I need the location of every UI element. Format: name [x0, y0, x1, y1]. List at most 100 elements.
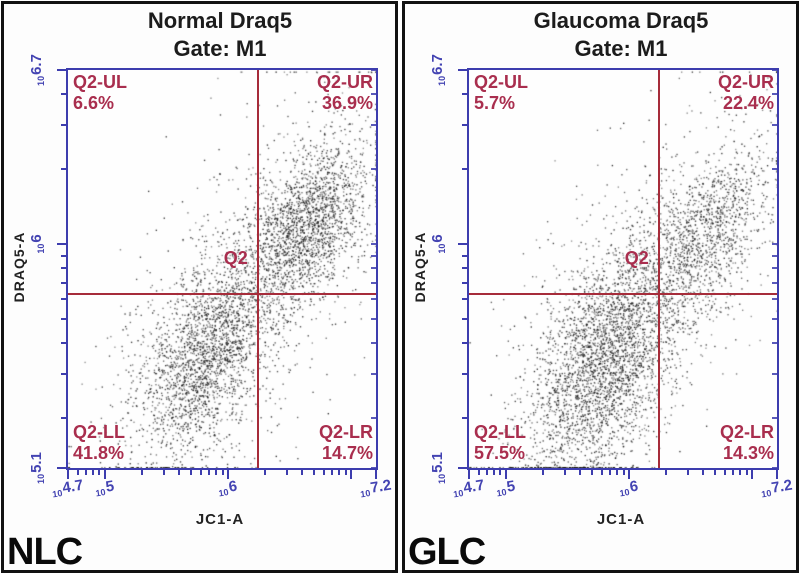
- x-tick-label: 104.7: [452, 476, 486, 500]
- x-axis-title: JC1-A: [195, 511, 245, 528]
- x-axis-tick: [221, 470, 224, 475]
- quadrant-percent: 57.5%: [474, 443, 526, 463]
- quadrant-label-lower-right: Q2-LR 14.7%: [319, 422, 373, 464]
- y-axis-right-tick: [772, 298, 777, 301]
- y-tick-label: 106.7: [429, 54, 447, 86]
- x-tick-label: 104.7: [51, 476, 85, 500]
- x-axis-tick: [141, 470, 143, 475]
- x-axis-tick: [505, 470, 507, 479]
- x-axis-tick: [739, 470, 742, 475]
- x-axis-tick: [591, 470, 594, 475]
- quadrant-name: Q2-UL: [474, 72, 528, 92]
- scatter-points-canvas: [68, 70, 376, 468]
- quadrant-percent: 14.7%: [321, 443, 373, 463]
- x-tick-label: 106: [619, 477, 640, 499]
- x-axis-tick: [776, 470, 778, 479]
- quadrant-name: Q2-UR: [717, 72, 774, 92]
- x-axis-tick: [732, 470, 735, 475]
- panel-nlc: Normal Draq5 Gate: M1 DRAQ5-A Q2 Q2-UL 6…: [1, 1, 398, 573]
- x-axis-tick: [301, 470, 304, 475]
- y-axis-right-tick: [772, 69, 777, 71]
- y-axis-tick: [462, 168, 467, 171]
- quadrant-percent: 14.3%: [722, 443, 774, 463]
- y-axis-tick: [462, 318, 467, 320]
- y-axis-tick: [61, 342, 66, 345]
- panel-tag: GLC: [408, 531, 486, 573]
- y-axis-tick: [61, 168, 66, 171]
- plot-header: Glaucoma Draq5 Gate: M1: [463, 7, 779, 63]
- x-axis-tick: [331, 470, 334, 475]
- y-axis-right-tick: [772, 342, 777, 345]
- quadrant-label-upper-left: Q2-UL 5.7%: [474, 72, 528, 114]
- quadrant-label-lower-left: Q2-LL 57.5%: [474, 422, 526, 464]
- x-axis-tick: [477, 470, 480, 475]
- y-axis-tick: [61, 318, 66, 320]
- y-axis-tick: [462, 267, 467, 270]
- y-axis-tick: [61, 298, 66, 301]
- quadrant-percent: 36.9%: [321, 93, 373, 113]
- panel-glc: Glaucoma Draq5 Gate: M1 DRAQ5-A Q2 Q2-UL…: [402, 1, 799, 573]
- x-axis-tick: [542, 470, 544, 475]
- y-axis-right-tick: [371, 298, 376, 301]
- y-axis-tick: [462, 298, 467, 301]
- x-tick-label: 105: [94, 477, 116, 499]
- x-axis-tick: [215, 470, 218, 475]
- y-axis-right-tick: [371, 243, 376, 246]
- x-axis-tick: [178, 470, 181, 475]
- x-axis-tick: [344, 470, 347, 475]
- y-axis-title: DRAQ5-A: [11, 231, 27, 303]
- quadrant-percent: 5.7%: [474, 93, 516, 113]
- y-axis-tick: [458, 467, 467, 469]
- x-axis-tick: [751, 470, 754, 479]
- y-axis-tick: [57, 243, 66, 246]
- y-axis-right-tick: [772, 417, 777, 419]
- y-axis-right-tick: [772, 254, 777, 257]
- x-axis-tick: [468, 470, 470, 479]
- quadrant-label-upper-right: Q2-UR 36.9%: [317, 72, 373, 114]
- y-axis-tick: [462, 342, 467, 345]
- x-axis-tick: [745, 470, 748, 475]
- quadrant-name: Q2-UR: [316, 72, 373, 92]
- x-axis-tick: [199, 470, 202, 475]
- x-axis-tick: [190, 470, 193, 475]
- x-axis-tick: [227, 470, 230, 479]
- x-axis-tick: [323, 470, 325, 475]
- quadrant-name: Q2-LL: [73, 422, 125, 442]
- gate-center-label: Q2: [624, 247, 649, 268]
- scatter-plot-area: Q2 Q2-UL 6.6% Q2-UR 36.9% Q2-LL 41.8% Q2…: [66, 68, 378, 470]
- x-axis-tick: [375, 470, 377, 479]
- y-axis-right-tick: [772, 124, 777, 127]
- y-axis-title: DRAQ5-A: [412, 231, 428, 303]
- y-axis-right-tick: [371, 281, 376, 284]
- y-axis-tick: [61, 254, 66, 257]
- x-axis-title: JC1-A: [596, 511, 646, 528]
- x-axis-tick: [264, 470, 267, 475]
- x-axis-tick: [285, 470, 288, 475]
- quadrant-name: Q2-LR: [319, 422, 373, 442]
- y-axis-right-tick: [371, 417, 376, 419]
- x-axis-tick: [84, 470, 87, 475]
- y-axis-right-tick: [371, 267, 376, 270]
- x-axis-tick: [702, 470, 705, 475]
- y-tick-label: 106: [28, 234, 46, 254]
- x-axis-tick: [622, 470, 625, 475]
- quadrant-label-lower-left: Q2-LL 41.8%: [73, 422, 125, 464]
- scatter-plot-area: Q2 Q2-UL 5.7% Q2-UR 22.4% Q2-LL 57.5% Q2…: [467, 68, 779, 470]
- quadrant-label-upper-left: Q2-UL 6.6%: [73, 72, 127, 114]
- x-tick-label: 105: [495, 477, 517, 499]
- y-axis-right-tick: [772, 281, 777, 284]
- scatter-points-canvas: [469, 70, 777, 468]
- y-axis-tick: [61, 373, 66, 376]
- y-axis-right-tick: [371, 342, 376, 345]
- x-axis-tick: [313, 470, 316, 475]
- x-axis-tick: [76, 470, 79, 475]
- x-axis-tick: [67, 470, 69, 479]
- x-axis-tick: [485, 470, 488, 475]
- plot-title: Normal Draq5: [147, 8, 293, 33]
- y-axis-tick: [57, 467, 66, 469]
- y-axis-tick: [462, 373, 467, 376]
- quadrant-name: Q2-UL: [73, 72, 127, 92]
- x-axis-tick: [350, 470, 353, 479]
- y-axis-right-tick: [371, 467, 376, 469]
